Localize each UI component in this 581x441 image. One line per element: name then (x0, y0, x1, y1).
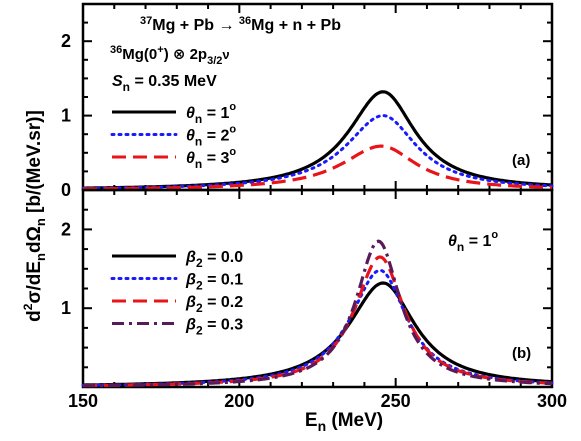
x-tick-label: 300 (537, 391, 567, 411)
y-tick-label: 0 (61, 180, 71, 200)
reaction-label: 37Mg + Pb → 36Mg + n + Pb (140, 15, 341, 34)
legend-entry: θn = 3o (186, 146, 236, 171)
series-line-0-2 (83, 144, 553, 191)
series-line-1-0 (83, 281, 553, 387)
y-tick-label: 2 (61, 31, 71, 51)
series-line-1-3 (83, 239, 553, 388)
y-tick-label: 1 (61, 298, 71, 318)
y-axis-label: d2σ/dEndΩn [b/(MeV.sr)] (21, 110, 48, 322)
series-line-1-2 (83, 255, 552, 388)
legend-entry: β2 = 0.2 (185, 294, 243, 315)
x-tick-label: 150 (68, 391, 98, 411)
series-line-1-1 (81, 268, 554, 387)
legend-entry: β2 = 0.1 (185, 272, 243, 293)
series-line-0-1 (81, 114, 554, 190)
y-tick-label: 2 (61, 219, 71, 239)
separation-energy-label: Sn = 0.35 MeV (112, 73, 217, 94)
x-axis-label: En (MeV) (305, 410, 383, 434)
legend-entry: θn = 2o (186, 124, 236, 149)
panel-a-label: (a) (512, 152, 530, 169)
legend-entry: θn = 1o (186, 101, 236, 126)
panel-b-label: (b) (512, 345, 531, 362)
x-tick-label: 200 (224, 391, 254, 411)
configuration-label: 36Mg(0+) ⊗ 2p3/2ν (110, 44, 230, 67)
x-tick-label: 250 (381, 391, 411, 411)
angle-annotation: θn = 1o (448, 229, 498, 254)
legend-entry: β2 = 0.3 (185, 317, 243, 338)
legend-entry: β2 = 0.0 (185, 249, 243, 270)
y-tick-label: 1 (61, 106, 71, 126)
